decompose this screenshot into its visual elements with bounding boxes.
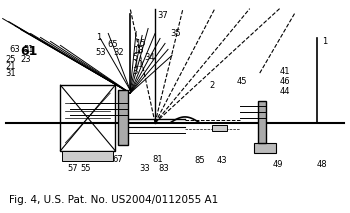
- Bar: [212, 125, 227, 131]
- Text: 45: 45: [237, 77, 247, 86]
- Text: 2: 2: [209, 81, 215, 90]
- Text: 41: 41: [279, 67, 290, 76]
- Text: 11: 11: [133, 60, 144, 69]
- Bar: [61, 85, 115, 151]
- Text: 57: 57: [67, 164, 78, 173]
- Text: 3: 3: [132, 67, 138, 76]
- Text: 61: 61: [20, 45, 37, 58]
- Bar: [258, 101, 266, 143]
- Text: 33: 33: [140, 164, 150, 173]
- Text: 23: 23: [75, 153, 86, 162]
- Text: 34: 34: [145, 53, 155, 62]
- Text: 53: 53: [95, 48, 106, 57]
- Text: 23: 23: [20, 55, 31, 64]
- Text: 81: 81: [153, 155, 163, 164]
- Text: 43: 43: [217, 156, 227, 165]
- Text: 13: 13: [133, 46, 144, 55]
- Text: 15: 15: [135, 39, 145, 48]
- Text: 32: 32: [113, 48, 124, 57]
- Text: 5: 5: [133, 53, 138, 62]
- Text: 65: 65: [107, 40, 118, 49]
- Text: 21: 21: [5, 62, 16, 71]
- Text: 49: 49: [272, 160, 283, 169]
- Text: 1: 1: [322, 37, 327, 46]
- Text: 63: 63: [9, 45, 20, 54]
- Text: 51: 51: [23, 45, 34, 54]
- Text: 67: 67: [113, 155, 124, 164]
- Text: 48: 48: [317, 160, 328, 169]
- Text: 85: 85: [195, 156, 205, 165]
- Text: 1: 1: [96, 33, 101, 42]
- Bar: [62, 151, 113, 161]
- Bar: [118, 90, 128, 145]
- Text: 31: 31: [5, 69, 16, 78]
- Text: 37: 37: [158, 11, 168, 20]
- Text: 25: 25: [5, 55, 16, 64]
- Text: 83: 83: [159, 164, 169, 173]
- Text: 46: 46: [279, 77, 290, 86]
- Text: 55: 55: [80, 164, 91, 173]
- Text: Fig. 4, U.S. Pat. No. US2004/0112055 A1: Fig. 4, U.S. Pat. No. US2004/0112055 A1: [9, 195, 218, 205]
- Text: 35: 35: [171, 29, 181, 38]
- Bar: [254, 143, 275, 153]
- Text: 44: 44: [279, 87, 290, 96]
